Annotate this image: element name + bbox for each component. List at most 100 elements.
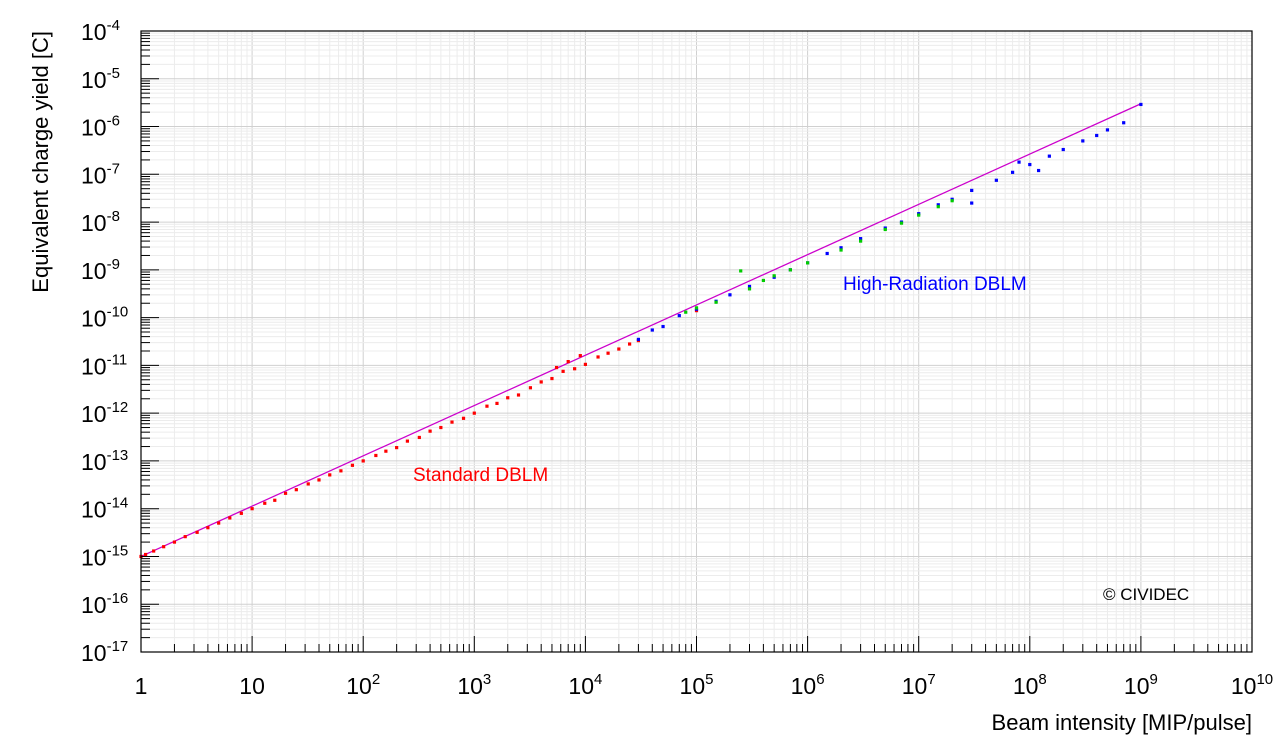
data-point [374, 453, 378, 458]
data-point [806, 261, 810, 265]
data-point [283, 491, 288, 495]
data-point [761, 278, 765, 283]
x-tick-label: 105 [680, 671, 714, 699]
data-point [495, 401, 499, 406]
x-tick-label: 1010 [1231, 671, 1273, 699]
data-point [825, 251, 829, 256]
data-point [617, 347, 621, 351]
data-point [739, 269, 743, 273]
data-point [1017, 160, 1021, 164]
copyright-label: © CIVIDEC [1103, 585, 1189, 604]
data-point [917, 213, 921, 217]
data-point [596, 355, 600, 359]
data-point [899, 221, 904, 225]
data-point [747, 287, 752, 291]
fit-line-group [140, 103, 1142, 558]
data-point [994, 178, 998, 182]
annotation-standard-dblm: Standard DBLM [413, 465, 548, 486]
data-point [970, 188, 974, 193]
data-point [1036, 168, 1041, 173]
data-point [1095, 133, 1099, 138]
y-tick-label: 10-11 [81, 351, 127, 379]
x-tick-label: 108 [1013, 671, 1047, 699]
data-point [395, 446, 399, 450]
data-point [661, 324, 665, 329]
y-tick-label: 10-15 [81, 542, 128, 570]
data-point [606, 351, 610, 355]
data-points [139, 102, 1143, 559]
data-point [250, 507, 254, 511]
y-tick-label: 10-9 [81, 256, 120, 284]
y-tick-label: 10-5 [81, 65, 120, 93]
y-tick-label: 10-14 [81, 495, 128, 523]
data-point [650, 328, 654, 332]
x-tick-label: 102 [346, 671, 380, 699]
data-point [839, 246, 843, 250]
data-point [528, 386, 533, 390]
grid-lines [141, 31, 1252, 652]
data-point [263, 501, 267, 505]
data-point [747, 284, 752, 289]
data-point [294, 488, 298, 492]
data-point [472, 411, 476, 415]
y-tick-label: 10-13 [81, 447, 128, 475]
data-point [328, 473, 332, 477]
data-point [677, 314, 681, 318]
data-point [306, 482, 310, 486]
data-point [506, 396, 510, 400]
data-point [936, 205, 940, 209]
data-point [1010, 170, 1015, 174]
data-point [1081, 139, 1085, 143]
data-point [206, 526, 210, 530]
data-point [228, 516, 232, 520]
y-tick-label: 10-8 [81, 208, 120, 236]
y-tick-label: 10-6 [81, 113, 120, 141]
data-point [361, 459, 365, 463]
data-point [1028, 162, 1032, 167]
data-point [485, 404, 489, 408]
x-tick-label: 106 [791, 671, 825, 699]
y-tick-label: 10-4 [81, 17, 120, 45]
data-point [550, 376, 554, 381]
data-point [143, 552, 148, 557]
y-axis-label: Equivalent charge yield [C] [28, 31, 53, 293]
data-point [859, 239, 863, 243]
data-point [384, 449, 388, 453]
x-tick-label: 107 [902, 671, 936, 699]
data-point [1105, 128, 1110, 132]
y-tick-label: 10-10 [81, 304, 128, 332]
data-point [461, 416, 466, 420]
axis-ticks [140, 30, 1253, 653]
y-tick-labels: 10-4 10-5 10-6 10-7 10-8 10-9 10-10 10-11 10-12 1… [81, 17, 128, 666]
data-point [839, 248, 843, 252]
data-point [405, 439, 410, 443]
data-point [172, 540, 177, 544]
data-point [970, 201, 974, 205]
x-tick-label: 103 [457, 671, 491, 699]
data-point [950, 199, 954, 203]
x-tick-label: 104 [568, 671, 602, 699]
data-point [772, 274, 776, 278]
data-point [217, 521, 221, 525]
data-point [417, 435, 421, 440]
data-point [162, 545, 166, 549]
data-point [183, 535, 187, 539]
data-point [539, 380, 543, 384]
data-point [1047, 154, 1051, 158]
data-point [554, 365, 559, 370]
data-point [239, 511, 243, 515]
y-tick-label: 10-17 [81, 638, 128, 666]
data-point [583, 362, 587, 366]
data-point [350, 463, 355, 467]
data-point [273, 498, 277, 502]
data-point [788, 268, 792, 272]
data-point [439, 425, 443, 430]
data-point [561, 369, 565, 373]
x-axis-label: Beam intensity [MIP/pulse] [992, 710, 1252, 735]
annotation-high-radiation-dblm: High-Radiation DBLM [843, 274, 1027, 295]
data-point [714, 300, 718, 304]
data-point [578, 354, 582, 358]
fit-line [140, 103, 1142, 558]
data-point [936, 203, 940, 207]
